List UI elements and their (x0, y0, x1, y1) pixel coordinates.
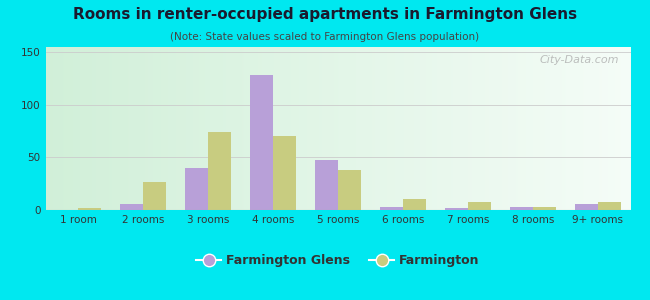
Bar (380, 207, 403, 210)
Text: (Note: State values scaled to Farmington Glens population): (Note: State values scaled to Farmington… (170, 32, 480, 41)
Bar (185, 168, 208, 210)
Bar (250, 75, 273, 210)
Bar (338, 170, 361, 210)
Bar (533, 207, 556, 210)
Bar (575, 204, 598, 210)
Bar (445, 208, 468, 210)
Bar (598, 202, 621, 210)
Text: City-Data.com: City-Data.com (540, 55, 619, 65)
Bar (315, 160, 338, 210)
Legend: Farmington Glens, Farmington: Farmington Glens, Farmington (191, 249, 485, 272)
Text: Rooms in renter-occupied apartments in Farmington Glens: Rooms in renter-occupied apartments in F… (73, 8, 577, 22)
Bar (78, 208, 101, 210)
Bar (510, 207, 533, 210)
Bar (468, 202, 491, 210)
Bar (143, 182, 166, 210)
Bar (120, 204, 143, 210)
Bar (403, 200, 426, 210)
Bar (208, 132, 231, 210)
Bar (273, 136, 296, 210)
